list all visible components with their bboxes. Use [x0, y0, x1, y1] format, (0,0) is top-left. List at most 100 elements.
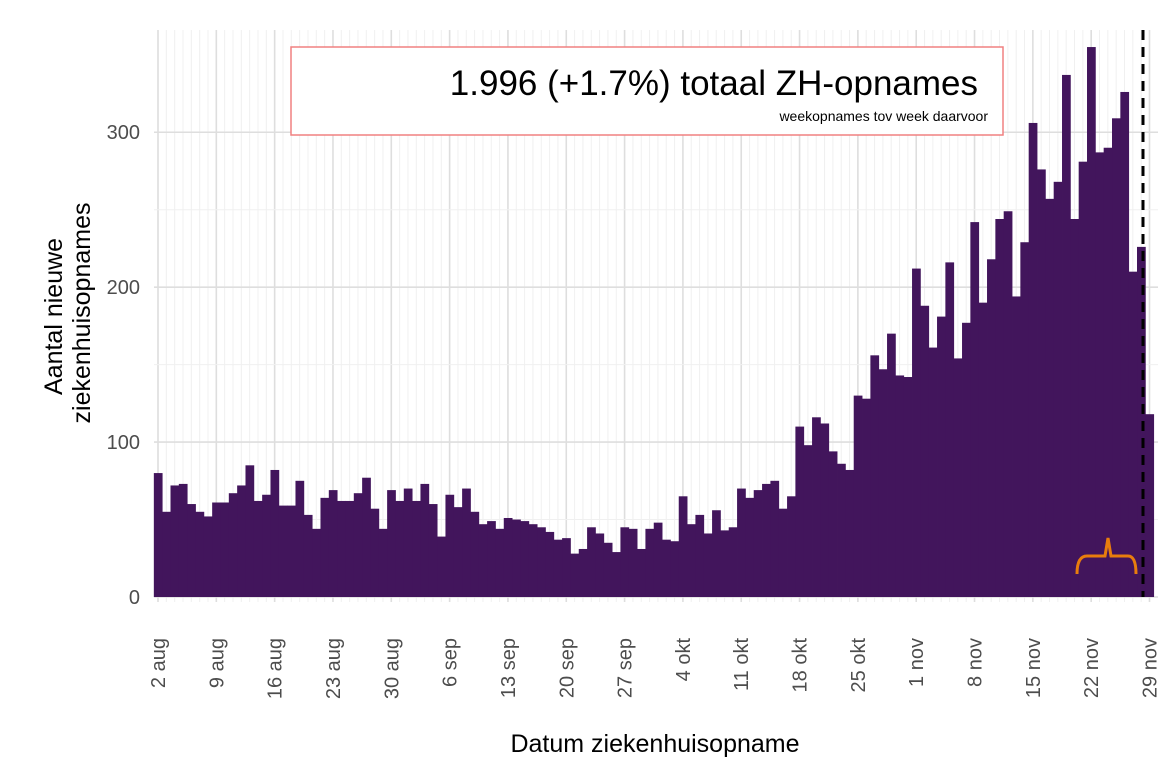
bar — [370, 508, 380, 597]
x-tick-label: 23 aug — [323, 638, 345, 699]
bar — [295, 480, 305, 597]
bar — [1053, 181, 1063, 597]
bar — [212, 502, 221, 597]
bar — [170, 485, 180, 597]
bar — [587, 527, 596, 597]
bar — [712, 510, 721, 597]
bar — [978, 302, 988, 597]
x-axis-title: Datum ziekenhuisopname — [510, 730, 799, 758]
bar — [262, 494, 271, 597]
bar — [603, 542, 613, 597]
bar — [1003, 211, 1013, 598]
bar — [228, 493, 238, 597]
bar — [920, 305, 930, 597]
bar — [312, 528, 321, 597]
bar — [478, 524, 488, 597]
bar — [737, 488, 746, 597]
bar — [562, 538, 571, 597]
bar — [828, 451, 838, 597]
x-tick-label: 25 okt — [848, 638, 870, 693]
bar — [695, 514, 705, 597]
x-tick-label: 27 sep — [615, 638, 637, 698]
bar — [545, 531, 555, 597]
bar — [1078, 161, 1088, 597]
bar — [670, 541, 680, 597]
bar — [678, 496, 688, 597]
y-axis-title: Aantal nieuwe ziekenhuisopnames — [40, 203, 96, 424]
bar — [1020, 242, 1030, 597]
bar — [362, 477, 371, 597]
bar — [637, 548, 646, 597]
bar — [745, 497, 755, 597]
bar — [853, 395, 863, 597]
bar — [1070, 219, 1080, 597]
x-tick-label: 30 aug — [381, 638, 403, 699]
bar — [445, 494, 455, 597]
bar — [1012, 296, 1021, 597]
bar — [970, 222, 980, 597]
bar — [612, 552, 621, 597]
x-tick-label: 15 nov — [1023, 638, 1045, 698]
bar — [395, 500, 405, 597]
bar — [470, 511, 480, 597]
bar — [703, 533, 713, 597]
bar — [803, 445, 813, 597]
bar — [878, 369, 888, 597]
bar — [345, 500, 355, 597]
bar — [987, 259, 996, 597]
x-tick-label: 4 okt — [673, 638, 695, 682]
bar — [512, 519, 521, 597]
bar — [995, 219, 1005, 597]
bar — [770, 480, 780, 597]
bar — [753, 490, 763, 597]
bar — [912, 268, 921, 597]
bar — [287, 505, 296, 597]
bar — [162, 511, 171, 597]
bar — [662, 539, 671, 597]
x-tick-label: 16 aug — [265, 638, 287, 699]
bar — [1128, 271, 1138, 597]
bar — [895, 375, 905, 597]
bar — [1062, 74, 1071, 598]
bar — [720, 530, 730, 597]
x-tick-label: 1 nov — [906, 638, 928, 687]
x-tick-label: 29 nov — [1140, 638, 1160, 698]
bar — [203, 516, 213, 597]
bar — [1095, 152, 1105, 597]
bar — [387, 490, 396, 597]
bar — [253, 500, 263, 597]
bar — [795, 426, 805, 597]
bar — [620, 527, 630, 597]
annotation-subtitle: weekopnames tov week daarvoor — [778, 108, 988, 124]
bar — [687, 524, 696, 597]
annotation-box — [290, 46, 1004, 136]
bar — [845, 469, 855, 597]
bar — [653, 522, 663, 597]
bar — [278, 505, 288, 597]
annotation: 1.996 (+1.7%) totaal ZH-opnames — [450, 64, 978, 103]
bar — [495, 528, 505, 597]
bar — [303, 514, 313, 597]
bar — [1112, 118, 1121, 597]
x-tick-label: 18 okt — [790, 638, 812, 693]
bar — [428, 504, 438, 597]
bar — [1037, 169, 1046, 598]
x-tick-label: 22 nov — [1081, 638, 1103, 698]
bar — [437, 536, 446, 597]
bar — [453, 507, 463, 597]
x-tick-label: 11 okt — [731, 638, 753, 691]
bar — [812, 417, 821, 597]
bar — [178, 483, 188, 597]
bar — [320, 497, 330, 597]
bar — [153, 473, 163, 597]
bar — [528, 524, 538, 597]
y-tick-label: 200 — [107, 277, 140, 299]
bar — [220, 502, 230, 597]
bar — [1120, 91, 1130, 597]
bar — [862, 398, 871, 597]
bar — [462, 488, 471, 597]
y-tick-label: 100 — [107, 432, 140, 454]
bar — [237, 485, 246, 597]
bar — [870, 355, 880, 597]
